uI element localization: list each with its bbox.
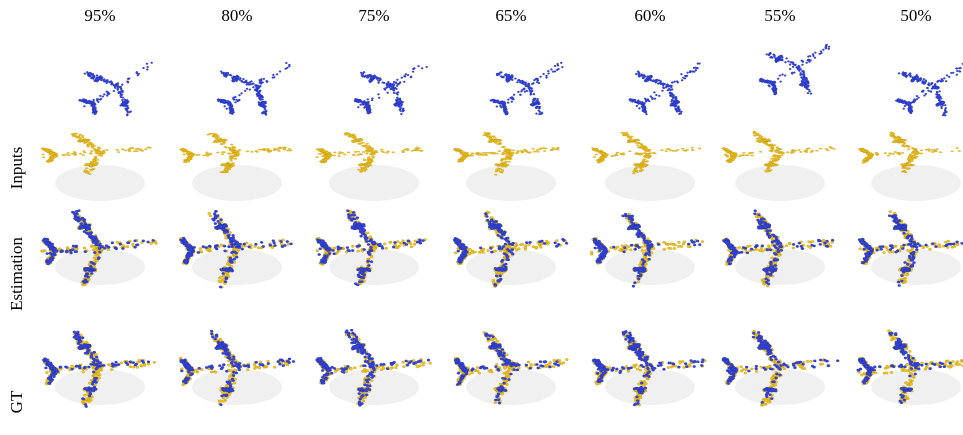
column-header: 55% xyxy=(710,6,850,26)
point-cloud-cell xyxy=(714,305,846,435)
point-cloud-cell xyxy=(308,55,440,185)
point-cloud-cell xyxy=(171,55,303,185)
source-cloud xyxy=(614,43,724,130)
target-cloud xyxy=(853,127,963,175)
column-header: 50% xyxy=(846,6,963,26)
airplane-point-cloud xyxy=(714,55,846,185)
airplane-point-cloud xyxy=(714,185,846,315)
source-cloud xyxy=(745,25,852,109)
point-cloud-cell xyxy=(445,185,577,315)
airplane-point-cloud xyxy=(584,55,716,185)
column-header: 95% xyxy=(30,6,170,26)
point-cloud-cell xyxy=(445,55,577,185)
cloud-shadow xyxy=(192,369,282,405)
point-cloud-cell xyxy=(445,305,577,435)
airplane-point-cloud xyxy=(584,305,716,435)
airplane-point-cloud xyxy=(445,185,577,315)
airplane-point-cloud xyxy=(445,305,577,435)
cloud-shadow xyxy=(329,369,419,405)
figure-grid: 95% 80% 75% 65% 60% 55% 50% Inputs Estim… xyxy=(0,0,963,423)
cloud-shadow xyxy=(329,249,419,285)
airplane-point-cloud xyxy=(714,305,846,435)
source-cloud xyxy=(337,43,447,129)
point-cloud-cell xyxy=(850,185,963,315)
column-header: 65% xyxy=(441,6,581,26)
airplane-point-cloud xyxy=(584,185,716,315)
point-cloud-cell xyxy=(584,55,716,185)
airplane-point-cloud xyxy=(34,55,166,185)
column-header: 75% xyxy=(304,6,444,26)
point-cloud-cell xyxy=(34,185,166,315)
source-cloud xyxy=(878,42,963,130)
point-cloud-cell xyxy=(34,305,166,435)
source-cloud xyxy=(475,43,586,130)
source-cloud xyxy=(63,41,176,129)
point-cloud-cell xyxy=(308,185,440,315)
airplane-point-cloud xyxy=(445,55,577,185)
airplane-point-cloud xyxy=(308,185,440,315)
point-cloud-cell xyxy=(714,185,846,315)
airplane-point-cloud xyxy=(308,55,440,185)
airplane-point-cloud xyxy=(850,55,963,185)
airplane-point-cloud xyxy=(171,185,303,315)
row-label-estimation: Estimation xyxy=(7,237,27,311)
point-cloud-cell xyxy=(584,305,716,435)
airplane-point-cloud xyxy=(34,185,166,315)
airplane-point-cloud xyxy=(34,305,166,435)
airplane-point-cloud xyxy=(308,305,440,435)
row-label-gt: GT xyxy=(7,391,27,414)
column-header: 60% xyxy=(580,6,720,26)
airplane-point-cloud xyxy=(850,185,963,315)
source-cloud xyxy=(199,41,312,130)
airplane-point-cloud xyxy=(850,305,963,435)
point-cloud-cell xyxy=(850,305,963,435)
point-cloud-cell xyxy=(34,55,166,185)
point-cloud-cell xyxy=(584,185,716,315)
column-header: 80% xyxy=(167,6,307,26)
airplane-point-cloud xyxy=(171,305,303,435)
point-cloud-cell xyxy=(308,305,440,435)
point-cloud-cell xyxy=(714,55,846,185)
point-cloud-cell xyxy=(850,55,963,185)
point-cloud-cell xyxy=(171,305,303,435)
airplane-point-cloud xyxy=(171,55,303,185)
row-label-inputs: Inputs xyxy=(7,147,27,190)
point-cloud-cell xyxy=(171,185,303,315)
